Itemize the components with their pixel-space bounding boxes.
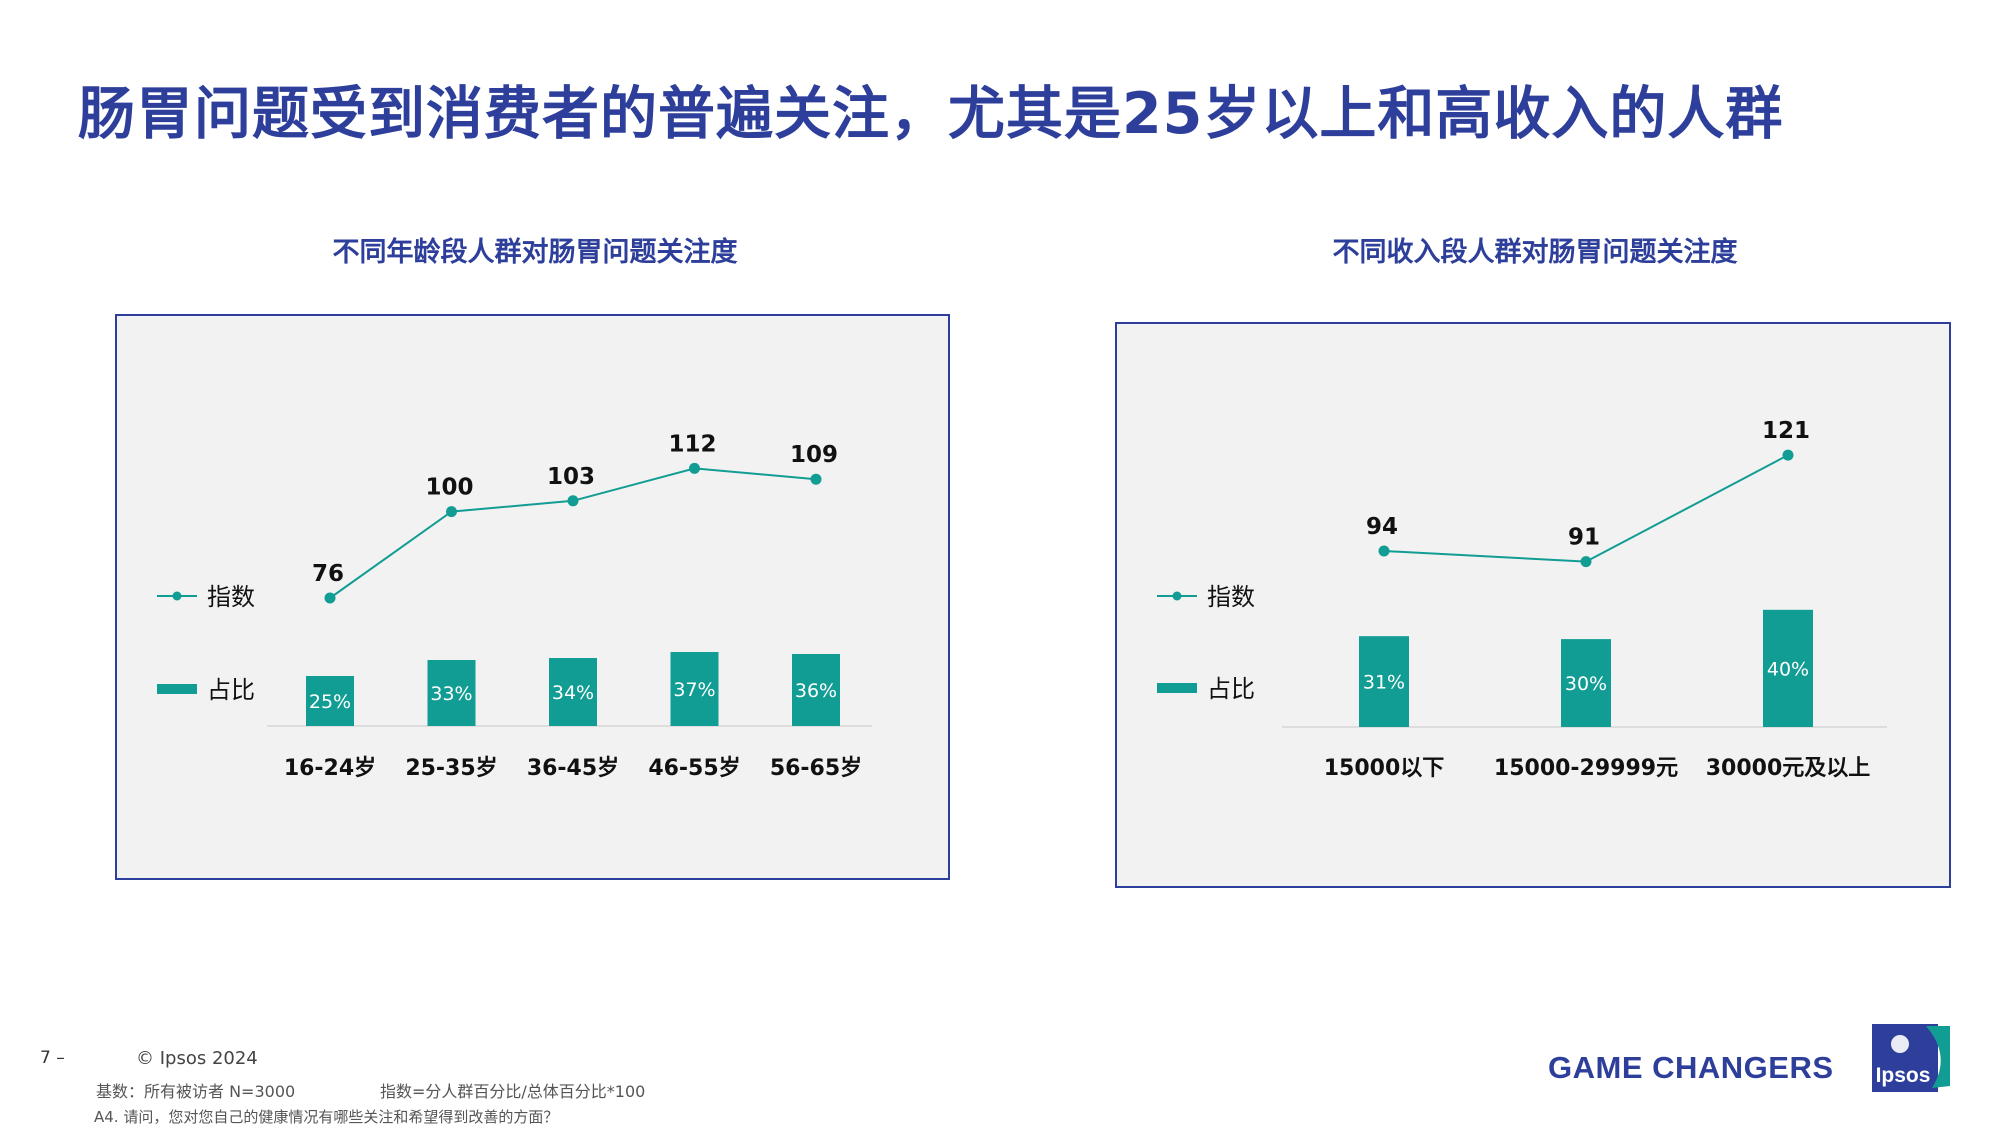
- income-index-point: [1378, 545, 1390, 557]
- age-bar-label: 37%: [673, 679, 715, 701]
- age-chart-panel: 指数占比 25% 16-24岁 33% 25-35岁 34% 36-45岁 37% 46-55岁…: [115, 314, 950, 880]
- age-index-point: [446, 506, 457, 518]
- income-legend-bar-swatch: [1157, 683, 1197, 693]
- income-index-point: [1782, 449, 1794, 461]
- income-bar: [1359, 636, 1409, 727]
- income-chart-panel: 指数占比 31% 15000以下 30% 15000-29999元 40% 30000元及以…: [1115, 322, 1951, 888]
- income-legend-line-dot: [1172, 591, 1182, 601]
- income-chart-title: 不同收入段人群对肠胃问题关注度: [1332, 237, 1738, 268]
- page-title: 肠胃问题受到消费者的普遍关注，尤其是25岁以上和高收入的人群: [78, 81, 1784, 147]
- logo-text: Ipsos: [1876, 1064, 1931, 1087]
- age-index-label: 76: [312, 561, 344, 587]
- income-legend-bar-label: 占比: [1207, 675, 1255, 703]
- age-category-label: 46-55岁: [648, 755, 740, 781]
- age-legend-line-label: 指数: [207, 583, 255, 611]
- income-category-label: 15000-29999元: [1494, 756, 1678, 781]
- ipsos-logo: Ipsos: [1872, 1024, 1950, 1092]
- age-index-label: 112: [668, 431, 716, 457]
- income-category-label: 30000元及以上: [1706, 756, 1871, 781]
- income-legend-line-label: 指数: [1207, 583, 1255, 611]
- age-index-point: [567, 495, 579, 507]
- base-note: 基数：所有被访者 N=3000: [96, 1082, 296, 1101]
- age-legend-line-dot: [172, 591, 182, 601]
- income-bar-label: 40%: [1767, 658, 1809, 680]
- age-bar-label: 36%: [795, 680, 837, 702]
- index-note: 指数=分人群百分比/总体百分比*100: [380, 1082, 646, 1101]
- age-bar-label: 34%: [552, 682, 594, 704]
- age-bar: [549, 658, 597, 726]
- income-index-label: 121: [1762, 418, 1810, 444]
- age-index-label: 109: [790, 442, 838, 468]
- age-bar: [306, 676, 354, 726]
- income-bar: [1561, 639, 1611, 727]
- age-index-label: 100: [425, 475, 473, 501]
- copyright: © Ipsos 2024: [136, 1048, 258, 1069]
- page-number: 7 –: [40, 1048, 65, 1068]
- question-note: A4. 请问，您对您自己的健康情况有哪些关注和希望得到改善的方面？: [94, 1108, 559, 1126]
- age-bar: [427, 660, 476, 726]
- age-bar: [670, 652, 719, 726]
- age-chart-title: 不同年龄段人群对肠胃问题关注度: [332, 237, 738, 268]
- income-bar-label: 31%: [1363, 672, 1405, 694]
- brand-tagline: GAME CHANGERS: [1548, 1050, 1834, 1085]
- age-category-label: 16-24岁: [284, 755, 376, 781]
- income-index-label: 91: [1568, 525, 1600, 551]
- income-index-label: 94: [1366, 514, 1398, 540]
- age-bar-label: 25%: [309, 691, 351, 713]
- age-legend-bar-label: 占比: [207, 676, 255, 704]
- age-category-label: 36-45岁: [527, 755, 619, 781]
- income-index-point: [1580, 556, 1592, 568]
- age-index-label: 103: [547, 464, 595, 490]
- age-category-label: 56-65岁: [770, 755, 862, 781]
- income-bar: [1763, 609, 1813, 727]
- age-index-point: [689, 462, 700, 474]
- age-bar-label: 33%: [430, 683, 472, 705]
- income-category-label: 15000以下: [1324, 756, 1445, 781]
- income-bar-label: 30%: [1565, 673, 1607, 695]
- age-index-point: [324, 592, 336, 604]
- age-index-point: [810, 473, 822, 485]
- age-legend-bar-swatch: [157, 684, 197, 694]
- age-category-label: 25-35岁: [405, 755, 497, 781]
- age-bar: [792, 654, 840, 726]
